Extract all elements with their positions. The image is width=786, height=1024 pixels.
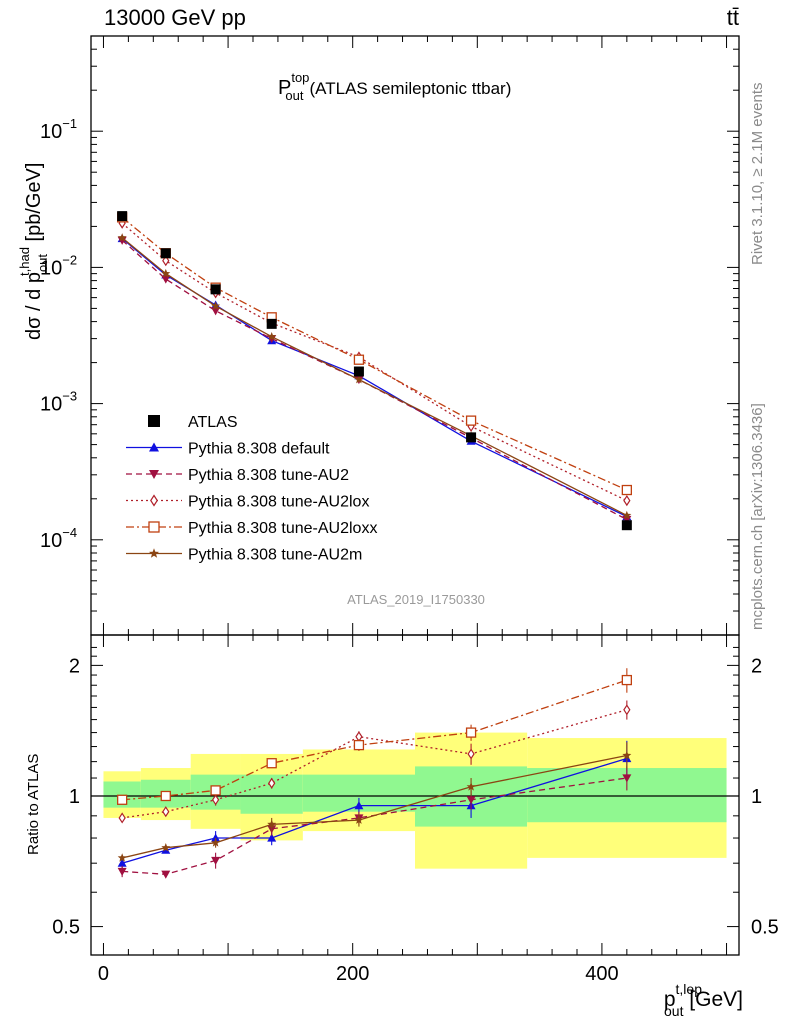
atlas-data-point-3 bbox=[266, 318, 277, 329]
atlas-data-point-1 bbox=[160, 248, 171, 259]
ratio-series-0-point-3 bbox=[267, 833, 277, 842]
ratio-y-tick-label-right-0: 2 bbox=[751, 655, 762, 677]
main-series-4-point-3 bbox=[267, 332, 277, 341]
legend-label-3: Pythia 8.308 tune-AU2lox bbox=[188, 494, 369, 511]
main-series-3-point-5 bbox=[465, 415, 477, 426]
main-series-3-point-4 bbox=[353, 354, 365, 365]
atlas-data-point-6 bbox=[621, 520, 632, 531]
main-series-1-point-1 bbox=[161, 275, 171, 284]
ratio-series-1-point-1 bbox=[161, 870, 171, 879]
ratio-plot-frame bbox=[90, 634, 740, 956]
ratio-series-4-point-4 bbox=[354, 815, 364, 824]
ratio-series-3-point-5 bbox=[465, 727, 477, 738]
main-series-4-point-2 bbox=[211, 301, 221, 310]
ratio-series-2-point-0 bbox=[118, 812, 126, 824]
main-series-3-point-6 bbox=[621, 484, 632, 496]
ratio-y-axis-label: Ratio to ATLAS bbox=[25, 754, 42, 855]
ratio-series-4-point-0 bbox=[117, 853, 127, 862]
legend-marker-1 bbox=[149, 442, 159, 452]
ratio-series-2-point-1 bbox=[162, 806, 170, 818]
mcplots-label: mcplots.cern.ch [arXiv:1306.3436] bbox=[749, 403, 766, 630]
ratio-series-3-point-6 bbox=[621, 674, 632, 686]
ratio-series-4-point-1 bbox=[161, 843, 171, 852]
legend-marker-0 bbox=[148, 415, 160, 427]
ratio-series-4-point-2 bbox=[211, 838, 221, 847]
main-series-1-point-0 bbox=[117, 236, 127, 245]
legend-label-4: Pythia 8.308 tune-AU2loxx bbox=[188, 520, 377, 537]
ratio-series-0-point-2 bbox=[211, 833, 221, 842]
legend: ATLAS Pythia 8.308 default Pythia 8.308 tu… bbox=[126, 414, 377, 564]
legend-label-5: Pythia 8.308 tune-AU2m bbox=[188, 547, 362, 564]
ratio-series-3-point-3 bbox=[266, 758, 277, 769]
legend-label-1: Pythia 8.308 default bbox=[188, 441, 330, 458]
main-plot-frame bbox=[90, 35, 740, 636]
y-axis-label: dσ / d poutt,had [pb/GeV] bbox=[17, 163, 50, 340]
ratio-series-3-point-1 bbox=[160, 790, 171, 802]
legend-label-0: ATLAS bbox=[188, 414, 238, 431]
ratio-series-3-point-0 bbox=[117, 794, 128, 805]
ratio-series-3-point-4 bbox=[353, 739, 365, 751]
energy-label: 13000 GeV pp bbox=[104, 5, 246, 30]
ratio-series-3-point-2 bbox=[210, 785, 221, 796]
legend-marker-5 bbox=[149, 548, 159, 558]
ratio-series-2-point-6 bbox=[623, 704, 631, 716]
x-tick-label-2: 400 bbox=[585, 963, 618, 985]
ratio-series-1-point-5 bbox=[466, 796, 476, 805]
ratio-y-tick-label-0: 2 bbox=[69, 655, 80, 677]
legend-label-2: Pythia 8.308 tune-AU2 bbox=[188, 467, 349, 484]
ratio-series-2-point-2 bbox=[211, 794, 220, 806]
main-y-tick-label-1: 10−2 bbox=[40, 252, 77, 279]
axes-frame: 10−1 10−2 10−3 10−4 2 2 1 1 0.5 0.5 0 200 400 bbox=[40, 35, 779, 985]
main-series-line-2 bbox=[121, 222, 628, 502]
ratio-y-tick-label-2: 0.5 bbox=[52, 917, 80, 939]
ratio-series-2-point-5 bbox=[467, 748, 475, 760]
ratio-series-1-point-0 bbox=[117, 867, 127, 876]
ratio-series-4-point-3 bbox=[267, 819, 277, 829]
legend-marker-2 bbox=[149, 470, 159, 479]
x-tick-label-0: 0 bbox=[98, 963, 109, 985]
ratio-series-0-point-0 bbox=[117, 858, 127, 867]
ratio-series-1-point-2 bbox=[211, 856, 221, 866]
legend-marker-4 bbox=[148, 521, 160, 533]
series-layer bbox=[117, 211, 632, 879]
x-axis-label: pt,lep out [GeV] bbox=[664, 981, 743, 1019]
ratio-series-1-point-6 bbox=[622, 774, 632, 783]
analysis-watermark: ATLAS_2019_I1750330 bbox=[347, 592, 485, 607]
main-series-1-point-3 bbox=[267, 335, 277, 344]
ratio-series-2-point-3 bbox=[268, 777, 276, 789]
ratio-series-4-point-5 bbox=[466, 782, 476, 791]
main-series-4-point-0 bbox=[117, 233, 127, 242]
main-series-4-point-1 bbox=[161, 268, 171, 278]
main-series-2-point-6 bbox=[623, 495, 631, 507]
ratio-y-tick-label-right-2: 0.5 bbox=[751, 917, 779, 939]
main-y-tick-label-3: 10−4 bbox=[40, 525, 77, 552]
main-series-2-point-1 bbox=[162, 255, 170, 267]
main-y-tick-label-0: 10−1 bbox=[40, 116, 77, 143]
plot-title: Ptop out (ATLAS semileptonic ttbar) bbox=[278, 70, 511, 103]
atlas-data-point-5 bbox=[466, 432, 477, 443]
main-series-4-point-4 bbox=[354, 374, 364, 384]
process-label: tt̄ bbox=[727, 5, 739, 30]
ratio-series-0-point-4 bbox=[354, 801, 364, 810]
atlas-data-point-4 bbox=[353, 366, 364, 377]
main-y-tick-label-2: 10−3 bbox=[40, 389, 77, 416]
uncertainty-bands bbox=[103, 732, 727, 869]
ratio-y-tick-label-right-1: 1 bbox=[751, 786, 762, 808]
legend-marker-3 bbox=[150, 494, 158, 507]
ratio-y-tick-label-1: 1 bbox=[69, 786, 80, 808]
main-series-4-point-6 bbox=[622, 510, 632, 520]
x-tick-label-1: 200 bbox=[336, 963, 369, 985]
rivet-version-label: Rivet 3.1.10, ≥ 2.1M events bbox=[749, 83, 766, 266]
atlas-data-point-0 bbox=[117, 211, 128, 222]
atlas-data-point-2 bbox=[210, 284, 221, 295]
ratio-series-4-point-6 bbox=[622, 750, 632, 760]
